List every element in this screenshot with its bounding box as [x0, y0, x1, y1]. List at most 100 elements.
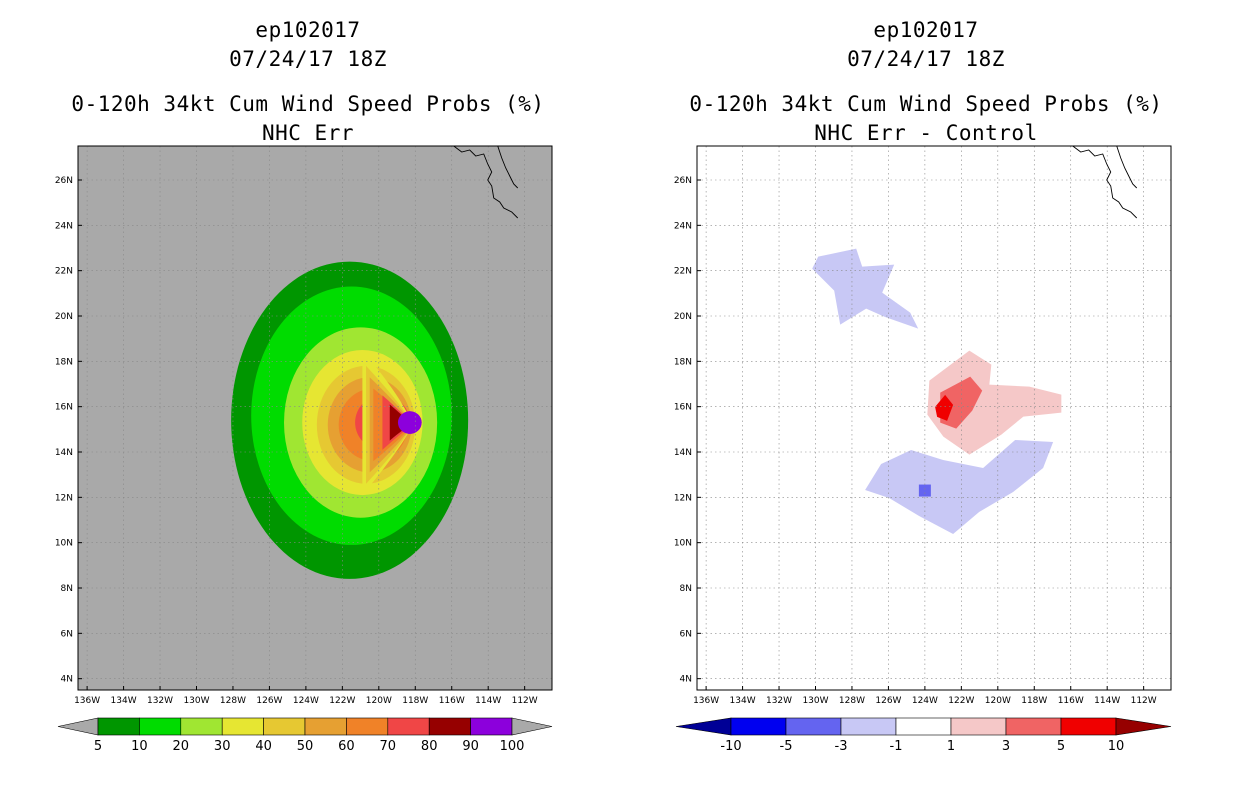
colorbar-box	[263, 717, 306, 736]
difference-area-2	[918, 484, 931, 497]
y-tick-label: 4N	[680, 675, 692, 685]
y-tick-label: 26N	[55, 176, 73, 186]
colorbar-high-arrow	[1115, 717, 1172, 736]
colorbar-label: 10	[131, 739, 148, 754]
right-panel-titles: ep102017 07/24/17 18Z 0-120h 34kt Cum Wi…	[646, 16, 1206, 148]
colorbar-label: 60	[338, 739, 355, 754]
x-tick-label: 132W	[766, 696, 792, 706]
left-subtitle: 0-120h 34kt Cum Wind Speed Probs (%)	[71, 92, 545, 116]
difference-area-1	[865, 440, 1054, 534]
x-tick-label: 120W	[366, 696, 392, 706]
probability-field	[231, 261, 469, 579]
colorbar: -10 -5 -3 -1 1 3 5 10	[675, 717, 1172, 754]
x-tick-label: 116W	[439, 696, 465, 706]
y-tick-label: 12N	[55, 493, 73, 503]
y-tick-label: 6N	[61, 629, 73, 639]
colorbar-box	[785, 717, 842, 736]
y-tick-label: 24N	[674, 221, 692, 231]
contour-peak	[397, 411, 422, 434]
x-tick-label: 112W	[512, 696, 538, 706]
x-tick-label: 120W	[985, 696, 1011, 706]
difference-area-0	[812, 248, 919, 329]
colorbar-low-arrow	[675, 717, 732, 736]
colorbar-label: 10	[1108, 739, 1125, 754]
right-subtitle: 0-120h 34kt Cum Wind Speed Probs (%)	[689, 92, 1163, 116]
y-tick-label: 6N	[680, 629, 692, 639]
y-tick-label: 16N	[55, 403, 73, 413]
colorbar-label: 5	[94, 739, 102, 754]
y-tick-label: 22N	[674, 267, 692, 277]
gridlines	[697, 146, 1171, 690]
x-tick-label: 126W	[875, 696, 901, 706]
x-tick-label: 136W	[693, 696, 719, 706]
colorbar-box	[221, 717, 264, 736]
colorbar-box	[139, 717, 182, 736]
difference-area-5	[935, 394, 954, 421]
colorbar-label: -1	[890, 739, 903, 754]
colorbar-box	[730, 717, 787, 736]
right-storm-id: ep102017	[873, 18, 979, 42]
colorbar: 5 10 20 30 40 50 60 70 80 90 100	[57, 717, 553, 754]
left-panel-titles: ep102017 07/24/17 18Z 0-120h 34kt Cum Wi…	[28, 16, 588, 148]
x-tick-label: 116W	[1058, 696, 1084, 706]
panel-left: 136W 134W 132W 130W 128W 126W 124W 122W 120W 118W…	[55, 145, 553, 754]
colorbar-box	[180, 717, 223, 736]
x-tick-label: 136W	[74, 696, 100, 706]
x-tick-label: 124W	[912, 696, 938, 706]
x-tick-label: 134W	[730, 696, 756, 706]
panel-right: 136W 134W 132W 130W 128W 126W 124W 122W 120W 118W…	[674, 145, 1172, 754]
colorbar-label: 5	[1057, 739, 1065, 754]
y-tick-label: 10N	[674, 539, 692, 549]
x-tick-label: 130W	[802, 696, 828, 706]
x-tick-label: 112W	[1131, 696, 1157, 706]
x-tick-label: 128W	[220, 696, 246, 706]
map-frame	[696, 145, 1172, 691]
x-tick-label: 128W	[839, 696, 865, 706]
y-tick-label: 22N	[55, 267, 73, 277]
colorbar-label: 30	[214, 739, 231, 754]
x-tick-label: 122W	[329, 696, 355, 706]
y-tick-label: 14N	[55, 448, 73, 458]
map-frame	[77, 145, 553, 691]
x-tick-label: 122W	[948, 696, 974, 706]
y-tick-label: 26N	[674, 176, 692, 186]
y-tick-label: 24N	[55, 221, 73, 231]
y-tick-label: 20N	[674, 312, 692, 322]
colorbar-label: 50	[297, 739, 314, 754]
x-tick-label: 118W	[1021, 696, 1047, 706]
x-tick-label: 132W	[147, 696, 173, 706]
coastline	[453, 145, 519, 219]
left-storm-id: ep102017	[255, 18, 361, 42]
colorbar-box	[387, 717, 430, 736]
colorbar-box	[1005, 717, 1062, 736]
y-tick-label: 8N	[680, 584, 692, 594]
colorbar-label: -10	[720, 739, 741, 754]
y-tick-label: 4N	[61, 675, 73, 685]
colorbar-label: 80	[421, 739, 438, 754]
y-tick-label: 8N	[61, 584, 73, 594]
x-tick-label: 126W	[256, 696, 282, 706]
colorbar-box	[950, 717, 1007, 736]
x-tick-label: 124W	[293, 696, 319, 706]
y-tick-label: 20N	[55, 312, 73, 322]
x-tick-label: 134W	[111, 696, 137, 706]
y-tick-label: 14N	[674, 448, 692, 458]
x-tick-label: 118W	[402, 696, 428, 706]
colorbar-box	[1060, 717, 1117, 736]
x-tick-label: 130W	[183, 696, 209, 706]
right-datetime: 07/24/17 18Z	[847, 47, 1005, 71]
left-datetime: 07/24/17 18Z	[229, 47, 387, 71]
colorbar-label: -3	[835, 739, 848, 754]
y-tick-label: 16N	[674, 403, 692, 413]
colorbar-low-arrow	[57, 717, 99, 736]
colorbar-high-arrow	[511, 717, 553, 736]
difference-area-3	[927, 350, 1062, 455]
colorbar-box	[895, 717, 952, 736]
colorbar-label: 90	[462, 739, 479, 754]
y-tick-label: 10N	[55, 539, 73, 549]
coastline	[1072, 145, 1138, 219]
y-tick-label: 18N	[674, 357, 692, 367]
right-product: NHC Err - Control	[814, 121, 1038, 145]
gridlines	[78, 146, 552, 690]
